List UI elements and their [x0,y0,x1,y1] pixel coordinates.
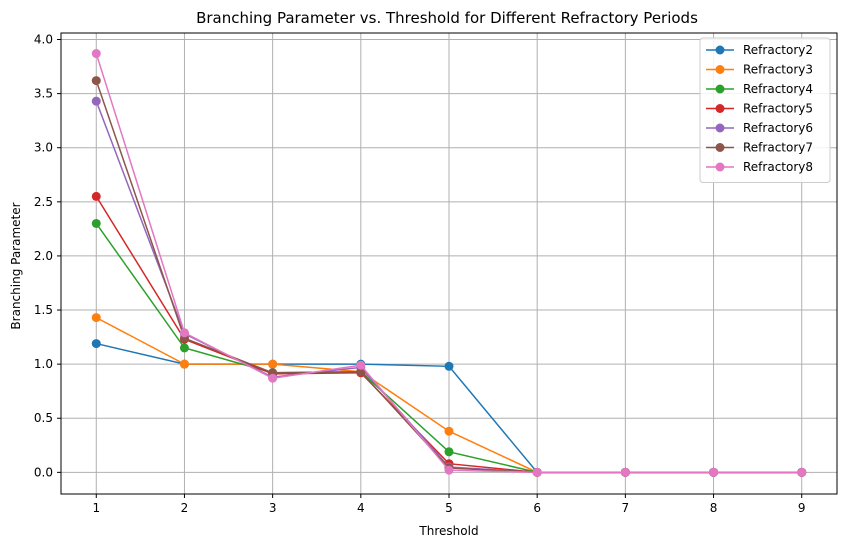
x-tick-label: 1 [92,501,100,515]
legend-marker [715,84,725,94]
data-point [444,447,454,457]
data-point [356,360,366,370]
y-tick-label: 2.0 [34,249,53,263]
data-point [444,426,454,436]
y-axis-label: Branching Parameter [9,202,23,329]
legend: Refractory2 Refractory3 Refractory4 Refract… [699,37,831,183]
legend-label: Refractory6 [743,121,813,135]
legend-item: Refractory6 [706,121,813,135]
data-point [91,76,101,86]
data-point [356,367,366,377]
y-tick-label: 3.5 [34,87,53,101]
legend-item: Refractory8 [706,160,813,174]
x-tick-label: 2 [181,501,189,515]
data-point [268,373,278,383]
y-tick-label: 1.5 [34,303,53,317]
legend-label: Refractory3 [743,63,813,77]
data-point [91,49,101,59]
series-Refractory8 [91,49,807,477]
data-point [91,191,101,201]
x-tick-label: 8 [710,501,718,515]
legend-item: Refractory7 [706,141,813,155]
legend-box [699,37,831,183]
legend-marker [715,45,725,55]
data-point [91,218,101,228]
data-point [444,361,454,371]
x-tick-label: 4 [357,501,365,515]
y-axis-ticks: 0.0 0.5 1.0 1.5 2.0 2.5 3.0 3.5 4.0 [34,32,61,479]
data-point [179,359,189,369]
data-point [709,467,719,477]
legend-marker [715,123,725,133]
chart-title: Branching Parameter vs. Threshold for Di… [196,9,698,27]
legend-item: Refractory5 [706,102,813,116]
x-tick-label: 5 [445,501,453,515]
x-axis-ticks: 1 2 3 4 5 6 7 8 9 [92,494,806,515]
x-tick-label: 6 [533,501,541,515]
data-point [532,467,542,477]
y-tick-label: 0.5 [34,411,53,425]
x-tick-label: 7 [622,501,630,515]
y-tick-label: 2.5 [34,195,53,209]
data-point [268,359,278,369]
legend-item: Refractory2 [706,43,813,57]
legend-label: Refractory5 [743,102,813,116]
y-tick-label: 4.0 [34,32,53,46]
data-point [91,96,101,106]
y-tick-label: 3.0 [34,141,53,155]
x-tick-label: 3 [269,501,277,515]
legend-label: Refractory4 [743,82,813,96]
legend-label: Refractory8 [743,160,813,174]
y-tick-label: 1.0 [34,357,53,371]
y-tick-label: 0.0 [34,465,53,479]
legend-marker [715,143,725,152]
x-axis-label: Threshold [418,524,478,538]
legend-marker [715,104,725,113]
legend-marker [715,65,725,74]
legend-item: Refractory4 [706,82,813,96]
data-point [91,339,101,349]
legend-marker [715,162,725,172]
data-point [620,467,630,477]
data-point [179,343,189,353]
data-point [797,467,807,477]
data-point [179,328,189,338]
x-tick-label: 9 [798,501,806,515]
legend-item: Refractory3 [706,63,813,77]
legend-label: Refractory2 [743,43,813,57]
data-point [444,465,454,475]
series-layer [91,49,807,477]
data-point [91,313,101,323]
legend-label: Refractory7 [743,141,813,155]
